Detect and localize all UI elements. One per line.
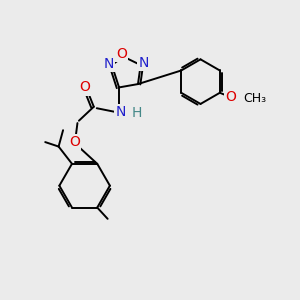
- Text: N: N: [138, 56, 149, 70]
- Text: O: O: [69, 135, 80, 149]
- Text: CH₃: CH₃: [244, 92, 267, 105]
- Text: N: N: [103, 57, 114, 70]
- Text: O: O: [116, 47, 127, 61]
- Text: O: O: [80, 80, 90, 94]
- Text: H: H: [131, 106, 142, 120]
- Text: O: O: [225, 90, 236, 104]
- Text: N: N: [116, 105, 126, 119]
